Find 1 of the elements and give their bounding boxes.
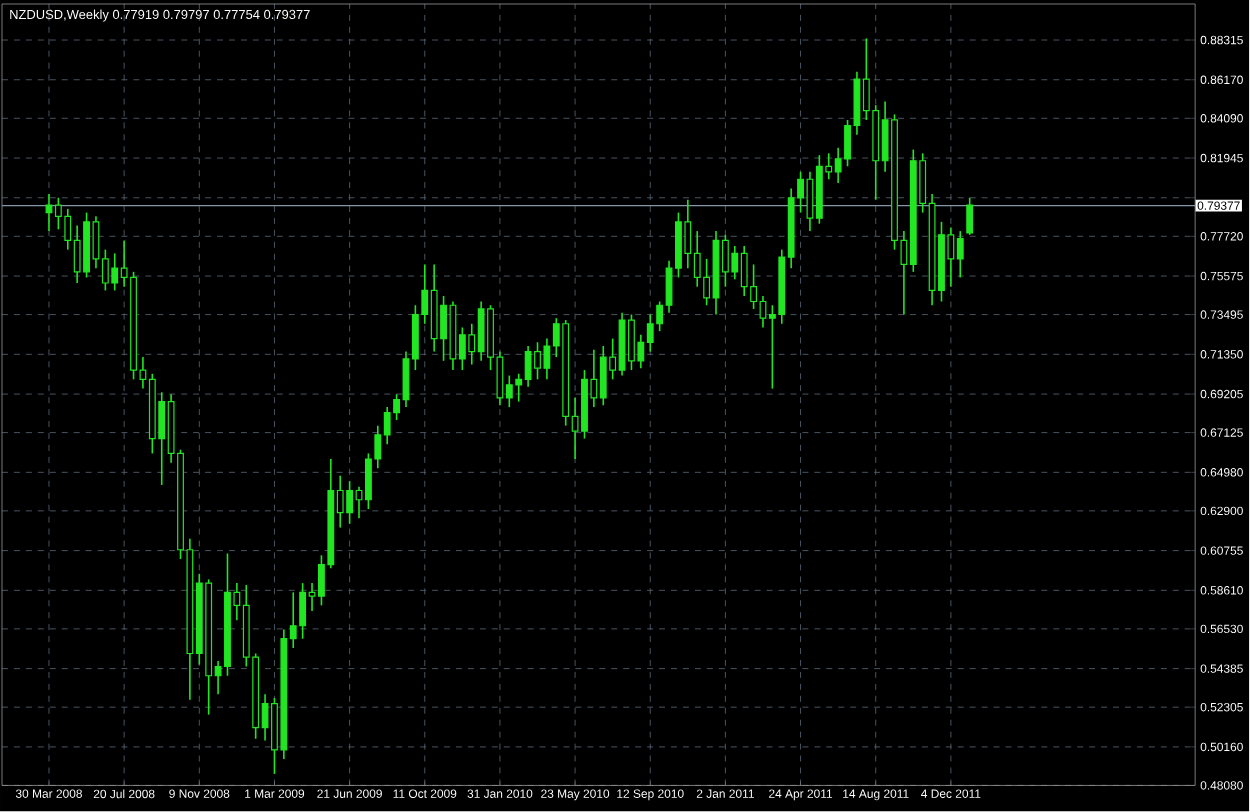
candlestick [966,197,974,236]
